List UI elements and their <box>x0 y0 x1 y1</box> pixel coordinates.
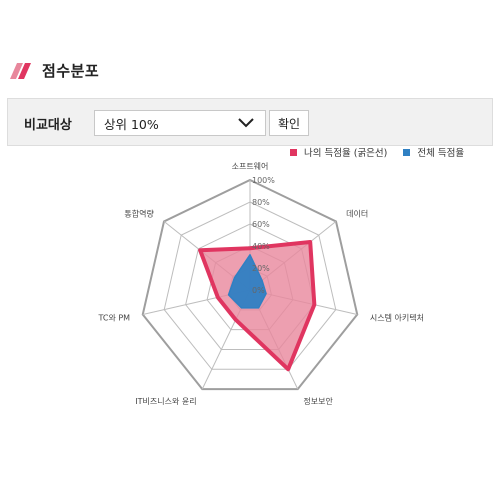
slash-mark-icon <box>10 62 31 79</box>
chevron-down-icon <box>238 118 254 128</box>
radial-tick-label: 60% <box>252 220 270 229</box>
category-label: 통합역량 <box>124 208 154 218</box>
legend-label-overall: 전체 득점율 <box>417 148 465 159</box>
radial-tick-label: 20% <box>252 264 270 273</box>
radial-tick-label: 0% <box>252 286 265 295</box>
category-label: 소프트웨어 <box>232 161 269 171</box>
compare-bar: 비교대상 상위 10% 확인 <box>7 98 493 146</box>
legend-swatch-mine <box>290 148 297 156</box>
confirm-button[interactable]: 확인 <box>269 110 309 136</box>
legend-item-overall: 전체 득점율 <box>403 145 464 159</box>
section-header: 점수분포 <box>10 60 99 81</box>
radar-frame <box>141 178 359 391</box>
category-label: 데이터 <box>346 208 368 218</box>
compare-select-value: 상위 10% <box>104 116 159 132</box>
radial-tick-label: 40% <box>252 242 270 251</box>
category-label: IT비즈니스와 윤리 <box>135 396 196 405</box>
radial-tick-label: 80% <box>252 198 270 207</box>
section-title: 점수분포 <box>42 62 100 80</box>
series-overall-area <box>227 254 267 309</box>
category-label: 시스템 아키텍처 <box>370 312 424 322</box>
compare-select[interactable]: 상위 10% <box>94 110 266 136</box>
category-label: TC와 PM <box>97 312 130 322</box>
legend-item-mine: 나의 득점율 (굵은선) <box>290 145 387 159</box>
compare-label: 비교대상 <box>24 118 72 133</box>
radar-grid-ring <box>163 201 337 370</box>
category-label: 정보보안 <box>303 396 333 405</box>
chart-legend: 나의 득점율 (굵은선) 전체 득점율 <box>290 145 464 159</box>
legend-swatch-overall <box>403 148 411 156</box>
radial-tick-label: 100% <box>252 176 275 185</box>
legend-label-mine: 나의 득점율 (굵은선) <box>304 148 388 159</box>
